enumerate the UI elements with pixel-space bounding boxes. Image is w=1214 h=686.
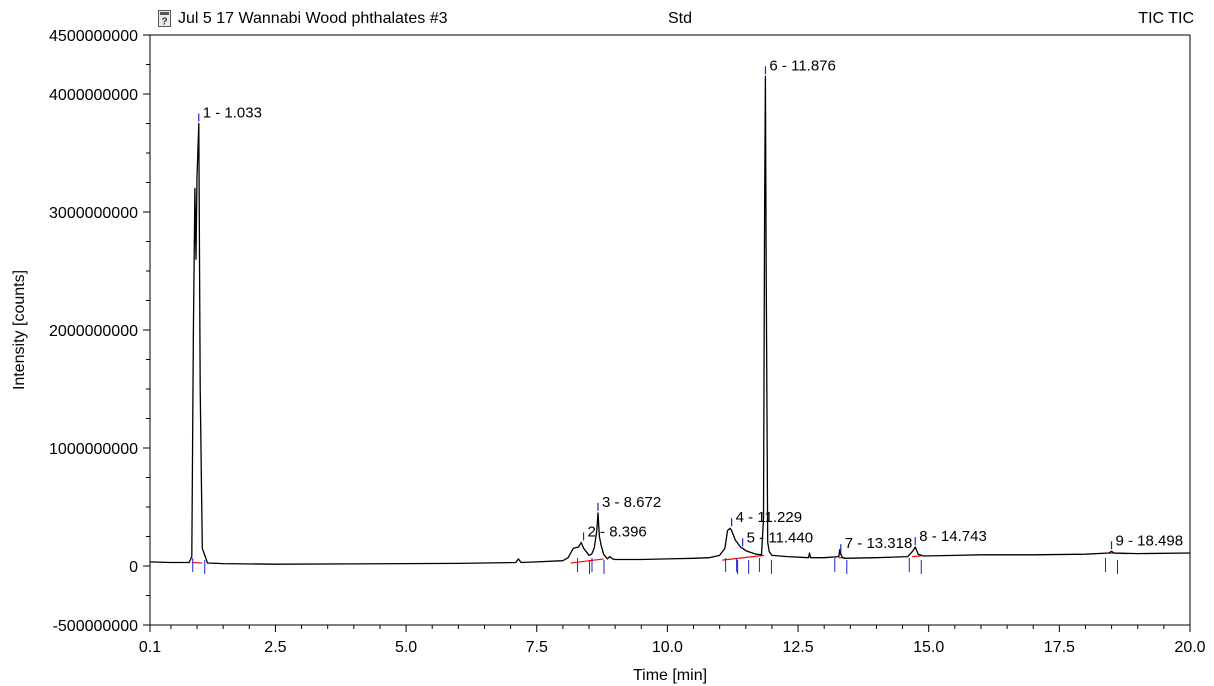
chromatogram-header: ? Jul 5 17 Wannabi Wood phthalates #3 St… xyxy=(0,0,1214,34)
document-icon: ? xyxy=(158,10,171,27)
y-tick-label: 2000000000 xyxy=(49,323,138,340)
x-tick-label: 15.0 xyxy=(913,639,944,656)
x-tick-label: 7.5 xyxy=(526,639,548,656)
y-tick-label: 3000000000 xyxy=(49,205,138,222)
peak-label: 1 - 1.033 xyxy=(203,105,262,122)
integration-baseline xyxy=(570,558,604,564)
peak-label: 7 - 13.318 xyxy=(845,535,913,552)
peak-label: 3 - 8.672 xyxy=(602,494,661,511)
plot-frame xyxy=(149,34,1191,626)
y-tick-label: 1000000000 xyxy=(49,441,138,458)
x-tick-label: 20.0 xyxy=(1174,639,1205,656)
svg-text:?: ? xyxy=(161,17,167,28)
integration-baseline xyxy=(722,554,765,561)
y-tick-label: 0 xyxy=(129,559,138,576)
peak-label: 4 - 11.229 xyxy=(736,509,802,526)
x-tick-label: 0.1 xyxy=(139,639,161,656)
sample-type-label: Std xyxy=(668,10,693,27)
peak-label: 2 - 8.396 xyxy=(588,523,647,540)
peak-label: 9 - 18.498 xyxy=(1116,532,1184,549)
x-tick-label: 12.5 xyxy=(782,639,813,656)
x-tick-label: 10.0 xyxy=(652,639,683,656)
x-tick-label: 17.5 xyxy=(1044,639,1075,656)
trace-label: TIC TIC xyxy=(1138,10,1194,27)
y-tick-label: 4000000000 xyxy=(49,87,138,104)
integration-baseline xyxy=(911,555,921,558)
chart-title: Jul 5 17 Wannabi Wood phthalates #3 xyxy=(178,10,448,27)
peak-label: 5 - 11.440 xyxy=(747,529,813,546)
y-tick-label: -500000000 xyxy=(53,618,139,635)
tic-trace xyxy=(149,75,1191,565)
x-tick-label: 5.0 xyxy=(395,639,417,656)
x-axis-label: Time [min] xyxy=(633,667,707,684)
y-axis-label: Intensity [counts] xyxy=(11,270,28,390)
integration-baseline xyxy=(191,561,203,564)
x-tick-label: 2.5 xyxy=(264,639,286,656)
peak-label: 6 - 11.876 xyxy=(769,57,835,74)
y-tick-label: 4500000000 xyxy=(49,28,138,45)
peak-label: 8 - 14.743 xyxy=(919,528,987,545)
